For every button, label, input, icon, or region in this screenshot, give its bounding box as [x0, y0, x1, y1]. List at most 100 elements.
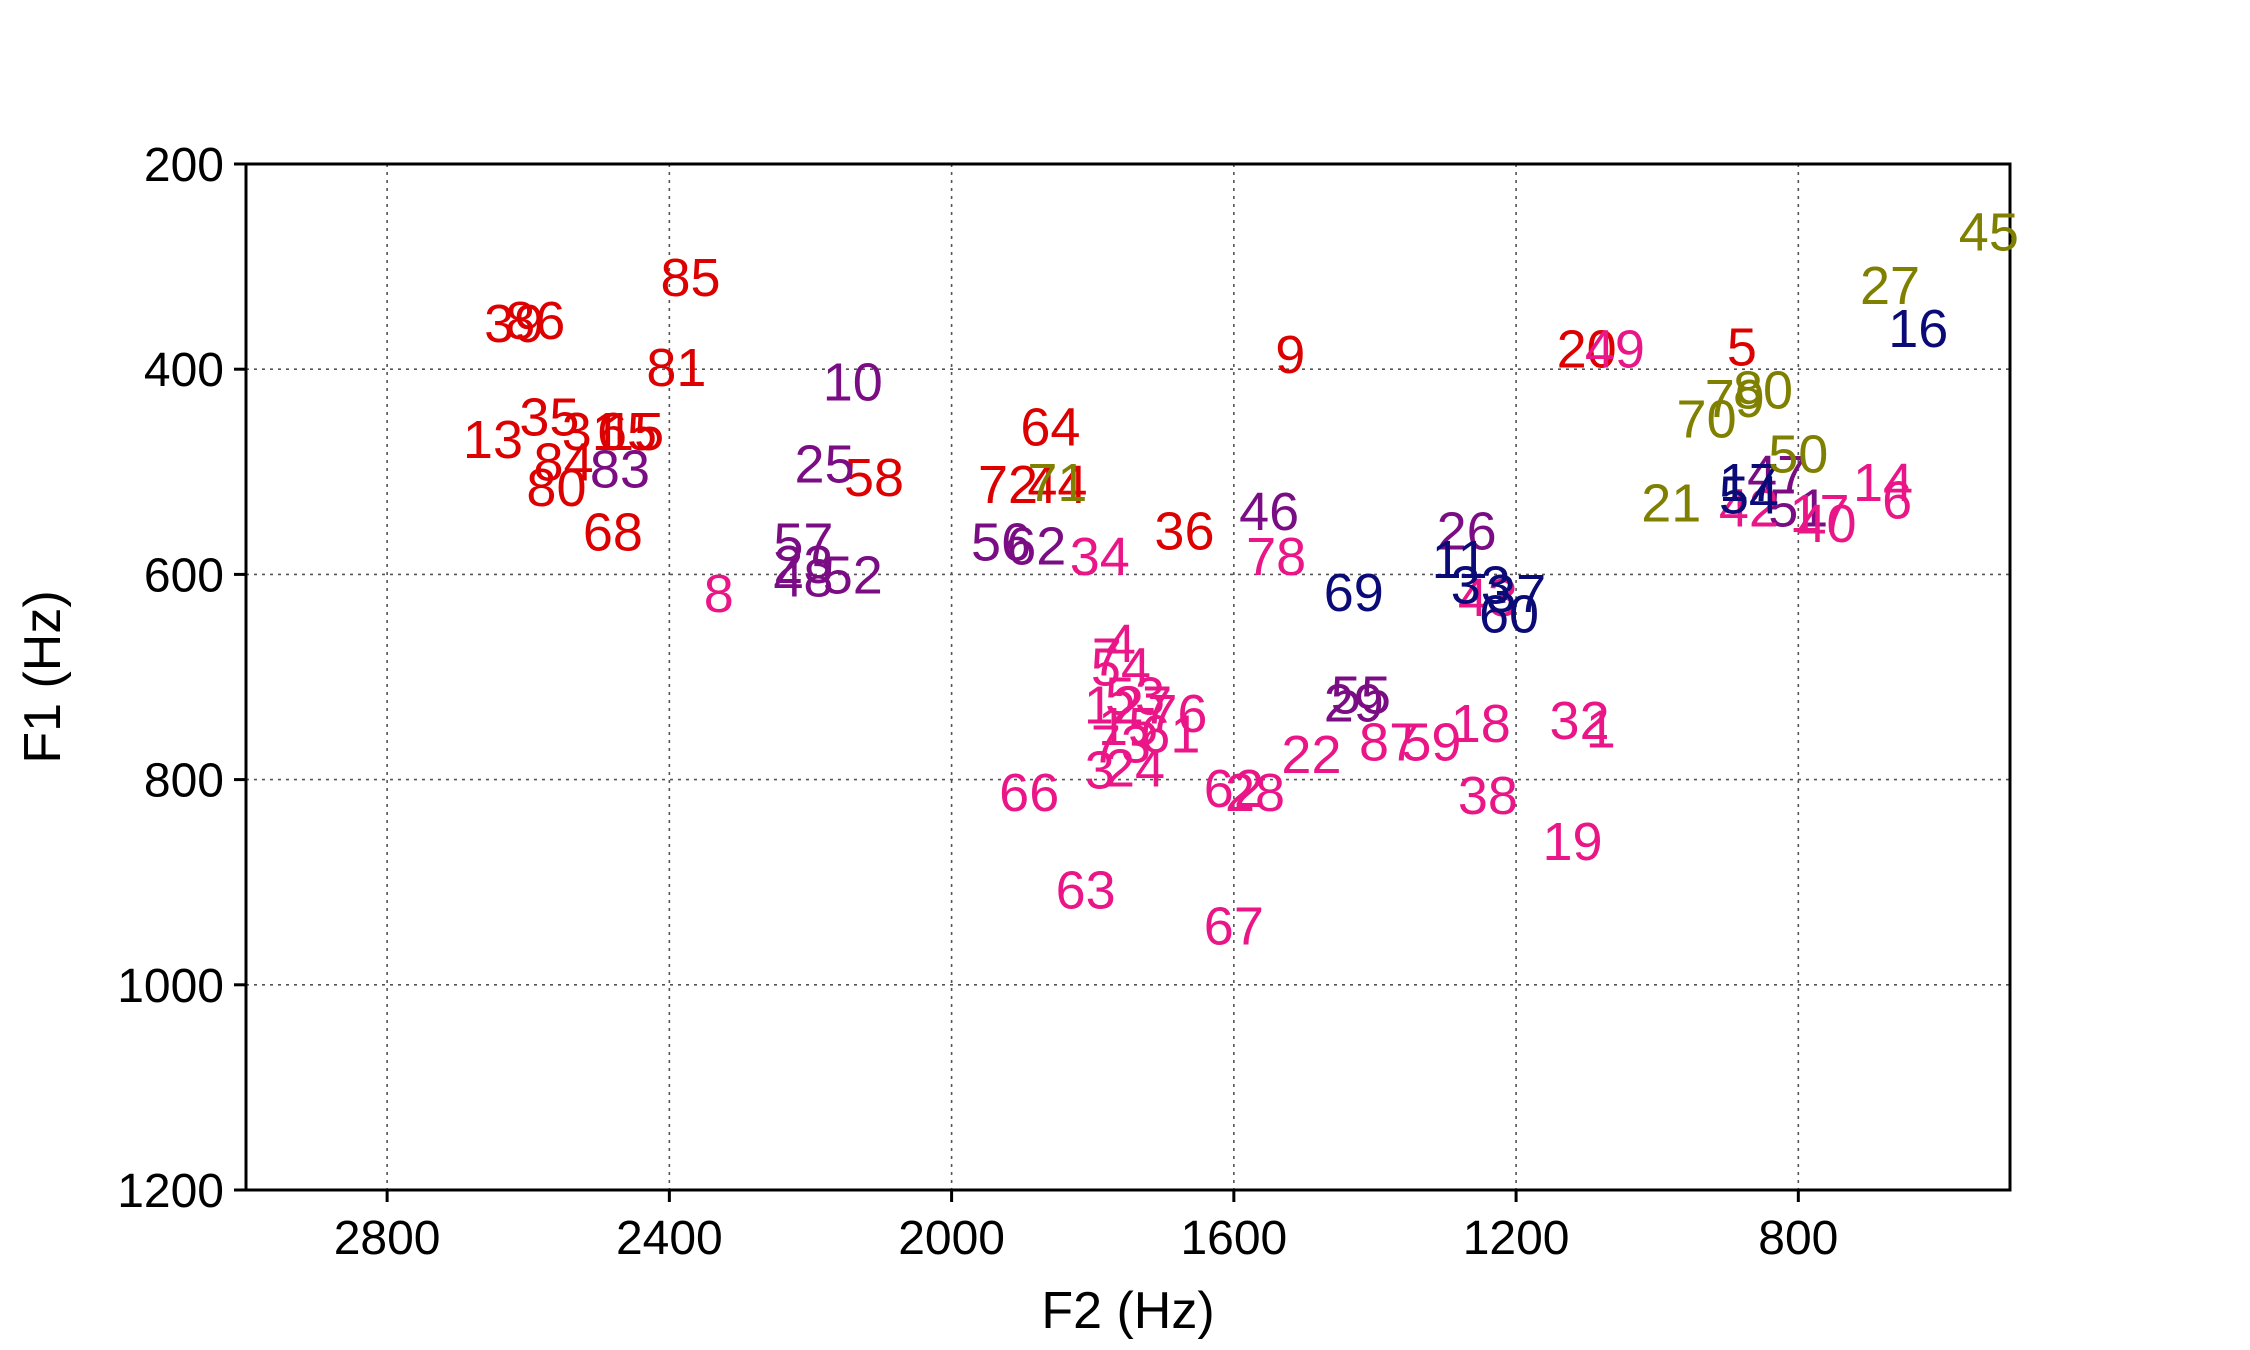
data-point-label: 63: [1056, 860, 1116, 920]
data-point-label: 47: [1747, 445, 1807, 505]
data-point-label: 26: [1437, 501, 1497, 561]
data-point-label: 58: [844, 448, 904, 508]
data-point-label: 13: [463, 410, 523, 470]
data-point-label: 10: [823, 353, 883, 413]
x-tick-label: 800: [1758, 1212, 1838, 1265]
data-point-label: 9: [1275, 325, 1305, 385]
data-point-label: 76: [1147, 684, 1207, 744]
data-point-label: 67: [1204, 896, 1264, 956]
data-point-label: 21: [1641, 474, 1701, 534]
data-point-label: 16: [1888, 299, 1948, 359]
data-point-label: 85: [660, 248, 720, 308]
data-point-label: 65: [597, 402, 657, 462]
data-point-label: 28: [1225, 763, 1285, 823]
data-point-label: 29: [1324, 674, 1384, 734]
data-point-label: 14: [1853, 453, 1913, 513]
data-point-label: 59: [1401, 713, 1461, 773]
data-point-label: 56: [971, 513, 1031, 573]
x-tick-label: 2400: [616, 1212, 723, 1265]
data-point-label: 68: [583, 502, 643, 562]
data-point-label: 72: [978, 455, 1038, 515]
data-point-label: 81: [646, 338, 706, 398]
data-point-label: 53: [1105, 666, 1165, 726]
x-tick-label: 1600: [1180, 1212, 1287, 1265]
data-point-label: 70: [1677, 389, 1737, 449]
data-point-label: 19: [1542, 812, 1602, 872]
data-point-label: 87: [1359, 713, 1419, 773]
data-point-label: 35: [519, 387, 579, 447]
data-point-label: 83: [590, 440, 650, 500]
data-point-label: 80: [526, 458, 586, 518]
data-point-label: 57: [773, 513, 833, 573]
y-axis-title: F1 (Hz): [14, 590, 72, 763]
y-tick-label: 800: [144, 755, 224, 808]
data-point-label: 33: [1451, 556, 1511, 616]
y-tick-labels: 200 400 600 800 1000 1200: [117, 139, 224, 1218]
data-point-label: 49: [1585, 320, 1645, 380]
y-tick-label: 600: [144, 549, 224, 602]
data-point-label: 34: [1070, 527, 1130, 587]
data-point-label: 4: [1106, 614, 1136, 674]
data-point-label: 38: [1458, 766, 1518, 826]
data-point-label: 7: [1092, 627, 1122, 687]
data-point-label: 46: [1239, 482, 1299, 542]
data-point-label: 66: [999, 763, 1059, 823]
x-tick-label: 2800: [334, 1212, 441, 1265]
x-tick-labels: 2800 2400 2000 1600 1200 800: [334, 1212, 1839, 1265]
data-point-label: 54: [1719, 465, 1779, 525]
data-point-label: 17: [1719, 453, 1779, 513]
data-point-label: 64: [1020, 398, 1080, 458]
data-point-label: 22: [1281, 725, 1341, 785]
data-point-label: 15: [1098, 697, 1158, 757]
grid-lines: [246, 164, 2010, 1190]
data-point-label: 73: [1091, 715, 1151, 775]
data-point-label: 37: [1486, 564, 1546, 624]
data-point-label: 43: [1458, 568, 1518, 628]
data-point-label: 50: [1768, 424, 1828, 484]
data-point-label: 42: [1719, 479, 1779, 539]
data-point-label: 15: [604, 402, 664, 462]
x-tick-label: 2000: [898, 1212, 1005, 1265]
data-point-label: 8: [704, 564, 734, 624]
data-point-label: 79: [1705, 369, 1765, 429]
data-point-label: 32: [1550, 691, 1610, 751]
data-point-label: 27: [1112, 676, 1172, 736]
data-point-label: 78: [1246, 527, 1306, 587]
y-tick-label: 200: [144, 139, 224, 192]
data-point-label: 23: [773, 535, 833, 595]
x-tick-label: 1200: [1463, 1212, 1570, 1265]
data-point-label: 39: [484, 294, 544, 354]
data-point-label: 17: [1789, 484, 1849, 544]
y-tick-label: 1200: [117, 1165, 224, 1218]
data-point-label: 25: [795, 435, 855, 495]
data-point-label: 18: [1451, 694, 1511, 754]
data-point-label: 11: [1432, 530, 1488, 590]
data-point-label: 27: [1860, 256, 1920, 316]
data-point-label: 71: [1027, 453, 1087, 513]
data-point-label: 20: [1557, 320, 1617, 380]
data-point-label: 86: [505, 291, 565, 351]
plot-frame: [244, 162, 2012, 1192]
data-point-label: 55: [1331, 665, 1391, 725]
data-point-label: 62: [1006, 517, 1066, 577]
x-axis-title: F2 (Hz): [1041, 1282, 1214, 1340]
data-point-label: 84: [533, 433, 593, 493]
data-point-label: 51: [1768, 479, 1828, 539]
data-point-label: 40: [1797, 494, 1857, 554]
data-point-label: 1: [1586, 699, 1616, 759]
data-point-label: 5: [1727, 318, 1757, 378]
y-tick-label: 1000: [117, 960, 224, 1013]
data-point-label: 36: [1154, 501, 1214, 561]
data-point-label: 24: [1105, 738, 1165, 798]
axis-ticks: [234, 162, 1800, 1202]
data-point-label: 44: [1027, 455, 1087, 515]
data-point-label: 31: [562, 402, 622, 462]
y-tick-label: 400: [144, 344, 224, 397]
data-point-label: 6: [1882, 471, 1912, 531]
data-point-label: 54: [1091, 638, 1151, 698]
data-point-label: 80: [1733, 361, 1793, 421]
data-point-label: 3: [1085, 740, 1115, 800]
data-point-label: 60: [1479, 584, 1539, 644]
